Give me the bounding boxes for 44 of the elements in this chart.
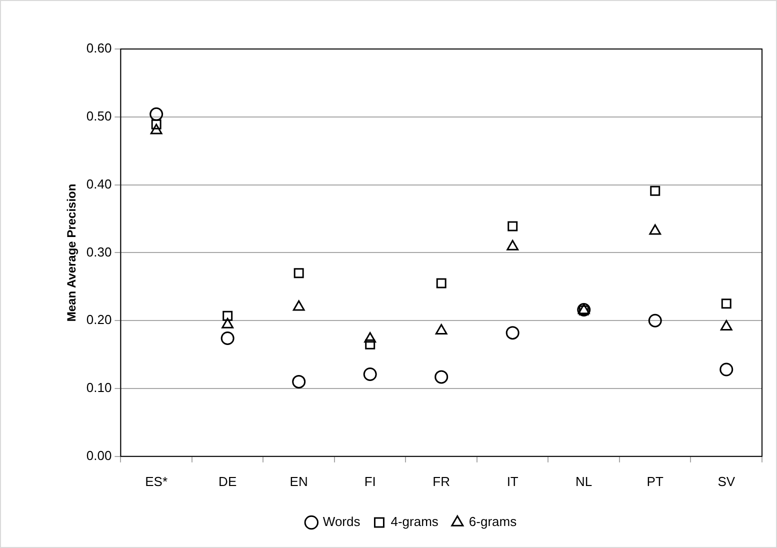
y-tick-label: 0.40: [86, 176, 112, 192]
x-tick-label: EN: [290, 474, 308, 489]
point: [650, 186, 660, 196]
y-tick-label: 0.10: [86, 380, 112, 396]
y-tick-label: 0.60: [86, 40, 112, 56]
x-tick-label: FI: [364, 474, 376, 489]
y-tick-label: 0.20: [86, 312, 112, 328]
point: [292, 300, 305, 311]
point: [649, 224, 662, 235]
point: [436, 278, 446, 288]
legend-label: Words: [322, 514, 361, 530]
legend-label: 6-grams: [468, 514, 518, 530]
point: [222, 310, 233, 321]
y-tick-label: 0.00: [86, 448, 112, 463]
y-axis-title: Mean Average Precision: [64, 184, 79, 322]
point: [508, 221, 518, 232]
point: [294, 268, 304, 278]
point: [222, 318, 234, 328]
point: [150, 124, 162, 134]
x-tick-label: NL: [576, 474, 592, 489]
point: [435, 324, 448, 335]
point: [434, 370, 448, 384]
point: [150, 107, 164, 121]
point: [506, 240, 519, 250]
point: [220, 332, 234, 346]
y-tick-label: 0.50: [86, 108, 112, 124]
point: [506, 326, 520, 340]
x-tick-label: FR: [432, 474, 450, 489]
x-tick-label: PT: [646, 474, 664, 489]
x-tick-label: ES*: [145, 474, 168, 489]
legend-label: 4-grams: [390, 514, 439, 530]
point: [365, 339, 376, 350]
point: [720, 362, 734, 376]
x-tick-label: DE: [218, 474, 237, 489]
point: [363, 367, 377, 381]
point: [721, 298, 732, 309]
point: [720, 320, 732, 330]
point: [292, 374, 306, 388]
point: [151, 119, 162, 130]
x-tick-label: SV: [718, 474, 736, 489]
x-tick-label: IT: [506, 474, 518, 489]
y-tick-label: 0.30: [86, 244, 112, 260]
point: [364, 332, 376, 343]
point: [648, 314, 662, 328]
